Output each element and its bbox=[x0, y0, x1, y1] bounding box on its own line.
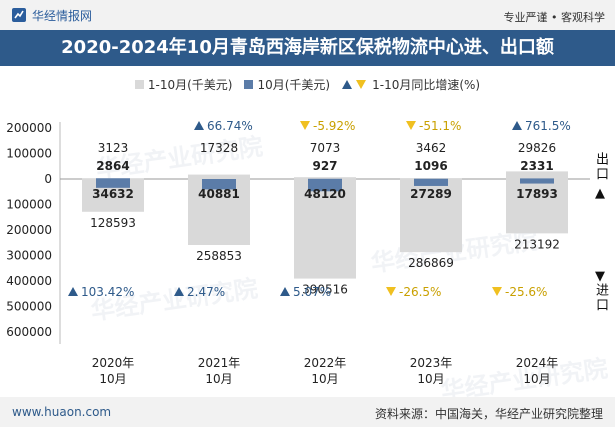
y-tick-label: 500000 bbox=[6, 300, 52, 314]
export-growth-label: 66.74% bbox=[207, 119, 253, 133]
export-label-text: 出口 bbox=[593, 152, 608, 182]
export-cumulative-bar bbox=[188, 174, 250, 179]
x-category-label: 2023年 bbox=[410, 356, 453, 370]
import-growth-label: -25.6% bbox=[505, 285, 547, 299]
import-cumulative-label: 258853 bbox=[196, 249, 242, 263]
import-cumulative-bar bbox=[506, 179, 568, 234]
legend-swatch-cumulative bbox=[134, 79, 144, 89]
legend-label-growth: 1-10月同比增速(%) bbox=[372, 77, 481, 92]
legend-item-cumulative: 1-10月(千美元) bbox=[134, 76, 233, 93]
export-cumulative-bar bbox=[506, 171, 568, 179]
growth-down-icon bbox=[300, 121, 310, 130]
import-monthly-label: 40881 bbox=[198, 187, 240, 201]
export-monthly-label: 2331 bbox=[520, 159, 553, 173]
import-monthly-label: 48120 bbox=[304, 187, 346, 201]
legend-label-cumulative: 1-10月(千美元) bbox=[147, 77, 233, 92]
import-monthly-label: 27289 bbox=[410, 187, 452, 201]
y-tick-label: 100000 bbox=[6, 147, 52, 161]
legend-item-growth: 1-10月同比增速(%) bbox=[342, 76, 480, 93]
import-cumulative-bar bbox=[294, 179, 356, 279]
growth-up-icon bbox=[512, 121, 522, 130]
growth-down-icon bbox=[406, 121, 416, 130]
import-arrow-icon: ▼ bbox=[595, 269, 605, 284]
x-category-label: 2022年 bbox=[304, 356, 347, 370]
export-side-label: 出口 ▲ bbox=[591, 152, 609, 200]
export-cumulative-label: 17328 bbox=[200, 141, 238, 155]
brand-name: 华经情报网 bbox=[32, 8, 93, 23]
growth-down-icon bbox=[386, 287, 396, 296]
export-cumulative-label: 7073 bbox=[310, 141, 341, 155]
x-category-label: 2020年 bbox=[92, 356, 135, 370]
export-monthly-label: 1096 bbox=[414, 159, 447, 173]
top-bar: 华经情报网 专业严谨 • 客观科学 bbox=[0, 0, 615, 30]
import-cumulative-label: 128593 bbox=[90, 216, 136, 230]
import-monthly-bar bbox=[520, 179, 554, 184]
import-monthly-bar bbox=[308, 179, 342, 192]
y-tick-label: 0 bbox=[44, 172, 52, 186]
import-side-label: ▼ 进口 bbox=[591, 270, 609, 318]
brand-logo-icon bbox=[12, 8, 26, 22]
import-cumulative-label: 286869 bbox=[408, 256, 454, 270]
y-tick-label: 100000 bbox=[6, 198, 52, 212]
x-category-label: 10月 bbox=[523, 372, 550, 386]
growth-up-icon bbox=[194, 121, 204, 130]
x-category-label: 10月 bbox=[205, 372, 232, 386]
import-monthly-bar bbox=[414, 179, 448, 186]
growth-up-icon bbox=[342, 79, 353, 89]
growth-up-icon bbox=[174, 287, 184, 296]
export-growth-label: 761.5% bbox=[525, 119, 571, 133]
tagline: 专业严谨 • 客观科学 bbox=[503, 11, 605, 24]
export-monthly-bar bbox=[520, 178, 554, 179]
y-tick-label: 600000 bbox=[6, 325, 52, 339]
import-growth-label: 5.07% bbox=[293, 285, 331, 299]
chart-title: 2020-2024年10月青岛西海岸新区保税物流中心进、出口额 bbox=[0, 30, 615, 66]
import-monthly-label: 34632 bbox=[92, 187, 134, 201]
export-monthly-label: 2864 bbox=[96, 159, 129, 173]
legend-label-monthly: 10月(千美元) bbox=[257, 77, 331, 92]
growth-up-icon bbox=[280, 287, 290, 296]
import-cumulative-bar bbox=[400, 179, 462, 253]
import-growth-label: 2.47% bbox=[187, 285, 225, 299]
export-monthly-label: 927 bbox=[312, 159, 337, 173]
import-cumulative-label: 390516 bbox=[302, 283, 348, 297]
export-growth-label: -51.1% bbox=[419, 119, 461, 133]
export-growth-label: -5.92% bbox=[313, 119, 355, 133]
y-tick-label: 400000 bbox=[6, 274, 52, 288]
brand[interactable]: 华经情报网 bbox=[12, 7, 92, 23]
import-monthly-label: 17893 bbox=[516, 187, 558, 201]
export-cumulative-label: 3123 bbox=[98, 141, 129, 155]
import-growth-label: 103.42% bbox=[81, 285, 134, 299]
import-monthly-bar bbox=[202, 179, 236, 190]
import-label-text: 进口 bbox=[593, 283, 608, 313]
x-category-label: 2024年 bbox=[516, 356, 559, 370]
export-arrow-icon: ▲ bbox=[595, 186, 605, 201]
chart: 200000 100000 0 100000 200000 300000 400000 500… bbox=[6, 119, 590, 386]
x-category-label: 10月 bbox=[99, 372, 126, 386]
growth-up-icon bbox=[68, 287, 78, 296]
footer-source: 资料来源：中国海关，华经产业研究院整理 bbox=[374, 407, 603, 421]
footer-website[interactable]: www.huaon.com bbox=[12, 405, 112, 419]
import-monthly-bar bbox=[96, 179, 130, 188]
import-cumulative-bar bbox=[188, 179, 250, 246]
y-tick-label: 300000 bbox=[6, 249, 52, 263]
footer: www.huaon.com 资料来源：中国海关，华经产业研究院整理 bbox=[0, 397, 615, 427]
import-cumulative-label: 213192 bbox=[514, 237, 560, 251]
legend-swatch-monthly bbox=[244, 79, 254, 89]
legend-item-monthly: 10月(千美元) bbox=[244, 76, 330, 93]
export-cumulative-bar bbox=[294, 177, 356, 179]
export-cumulative-bar bbox=[400, 178, 462, 179]
growth-down-icon bbox=[356, 79, 367, 89]
x-category-label: 2021年 bbox=[198, 356, 241, 370]
export-cumulative-label: 29826 bbox=[518, 141, 556, 155]
y-tick-label: 200000 bbox=[6, 223, 52, 237]
x-category-label: 10月 bbox=[417, 372, 444, 386]
y-tick-label: 200000 bbox=[6, 121, 52, 135]
import-growth-label: -26.5% bbox=[399, 285, 441, 299]
legend: 1-10月(千美元) 10月(千美元) 1-10月同比增速(%) bbox=[0, 76, 615, 92]
x-category-label: 10月 bbox=[311, 372, 338, 386]
export-monthly-bar bbox=[96, 178, 130, 179]
export-cumulative-label: 3462 bbox=[416, 141, 447, 155]
growth-down-icon bbox=[492, 287, 502, 296]
